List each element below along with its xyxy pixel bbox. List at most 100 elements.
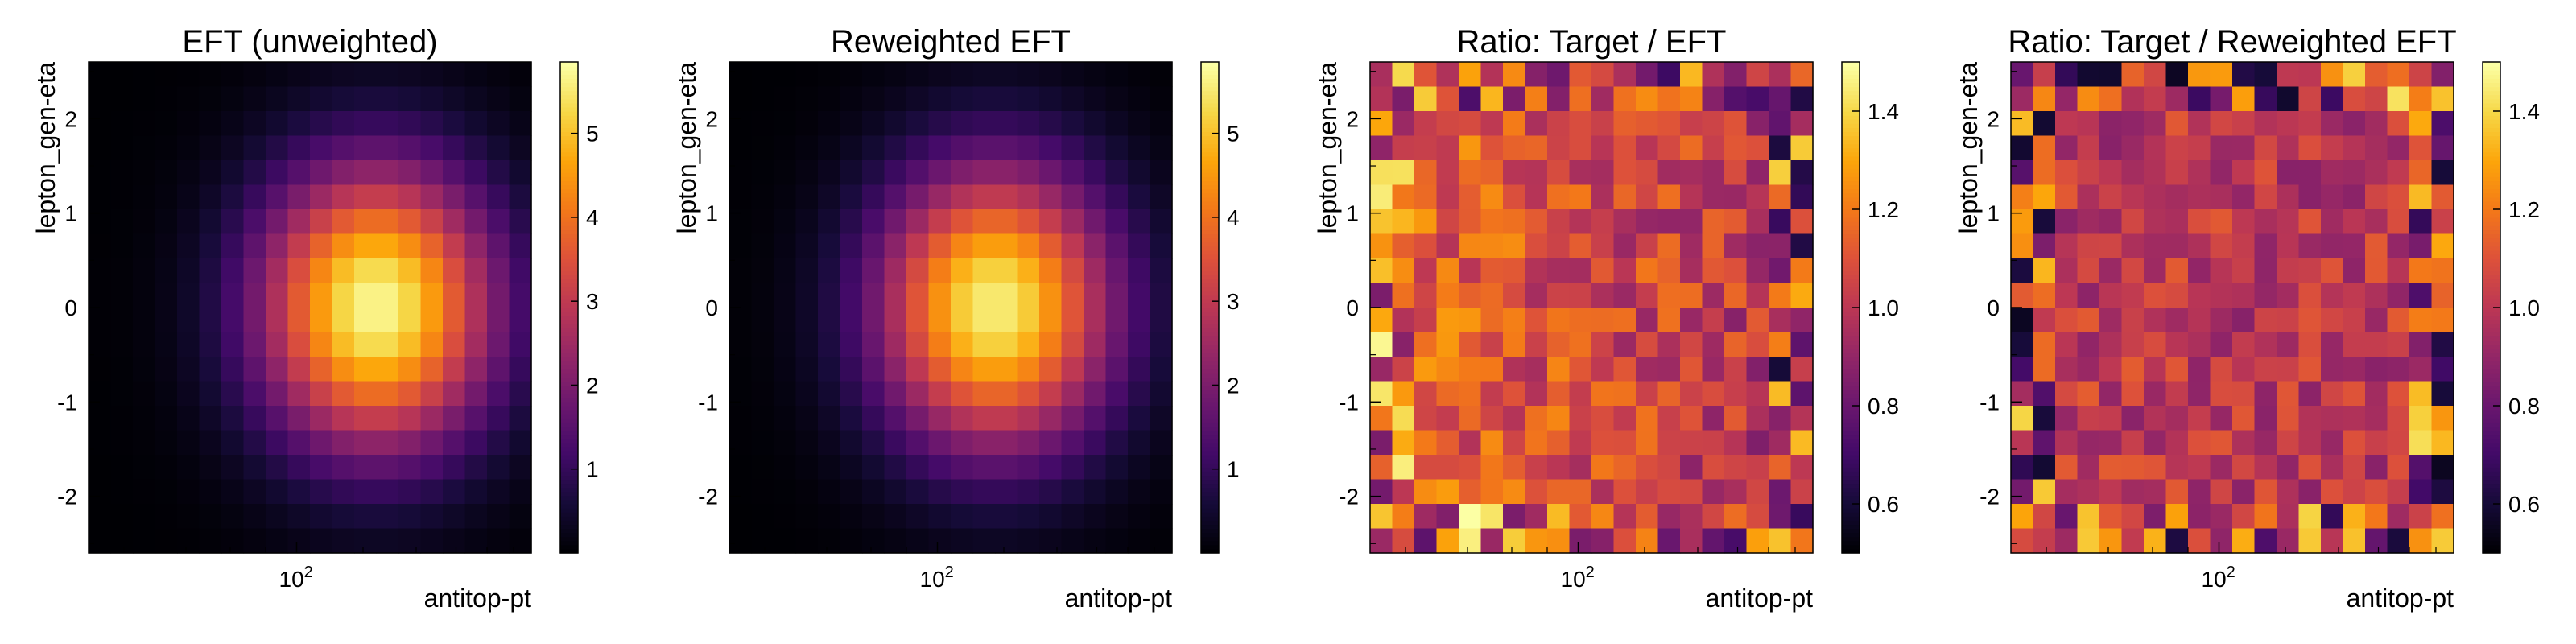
heatmap-cell — [2254, 283, 2277, 308]
heatmap-cell — [243, 62, 266, 88]
heatmap-cell — [1591, 528, 1615, 554]
heatmap-cell — [1657, 86, 1681, 112]
x-axis-label: antitop-pt — [1706, 584, 1814, 613]
colorbar-segment — [2483, 385, 2500, 390]
heatmap-cell — [133, 209, 156, 235]
heatmap-cell — [1569, 135, 1592, 161]
heatmap-cell — [443, 135, 466, 161]
colorbar-segment — [2483, 332, 2500, 337]
colorbar-segment — [560, 406, 578, 411]
colorbar-tick-label: 1.4 — [2508, 99, 2540, 124]
heatmap-cell — [2387, 479, 2410, 505]
heatmap-cell — [199, 406, 222, 431]
heatmap-cell — [310, 135, 333, 161]
heatmap-cell — [1702, 86, 1725, 112]
colorbar-segment — [1842, 180, 1860, 186]
heatmap-cell — [133, 528, 156, 554]
heatmap-cell — [332, 504, 355, 530]
heatmap-cell — [1702, 135, 1725, 161]
colorbar-segment — [1201, 172, 1219, 177]
heatmap-cell — [818, 233, 841, 259]
colorbar-segment — [560, 172, 578, 177]
colorbar-segment — [1842, 200, 1860, 206]
colorbar-segment — [1201, 520, 1219, 526]
heatmap-cell — [177, 86, 200, 112]
heatmap-cell — [2121, 233, 2145, 259]
heatmap-cell — [2210, 86, 2233, 112]
heatmap-cell — [509, 111, 532, 137]
heatmap-cell — [1459, 209, 1482, 235]
heatmap-cell — [818, 479, 841, 505]
heatmap-cell — [1525, 479, 1548, 505]
heatmap-cell — [1525, 258, 1548, 284]
heatmap-cell — [1039, 258, 1063, 284]
colorbar-segment — [1842, 377, 1860, 382]
heatmap-cell — [1084, 86, 1107, 112]
colorbar-segment — [2483, 106, 2500, 112]
heatmap-cell — [1769, 258, 1792, 284]
heatmap-cell — [110, 455, 134, 481]
heatmap-cell — [2099, 479, 2123, 505]
heatmap-cell — [1459, 135, 1482, 161]
heatmap-cell — [906, 528, 930, 554]
heatmap-cell — [1680, 528, 1703, 554]
heatmap-cell — [133, 504, 156, 530]
colorbar-segment — [560, 426, 578, 431]
colorbar-segment — [2483, 160, 2500, 165]
heatmap-cell — [376, 86, 399, 112]
heatmap-cell — [487, 504, 510, 530]
colorbar-segment — [1842, 512, 1860, 517]
heatmap-cell — [1039, 233, 1063, 259]
heatmap-cell — [2298, 160, 2322, 186]
heatmap-cell — [1039, 332, 1063, 357]
heatmap-cell — [1503, 62, 1526, 88]
y-tick-label: 0 — [1346, 295, 1359, 320]
colorbar-segment — [1842, 381, 1860, 386]
x-tick-label: 102 — [920, 564, 954, 592]
colorbar-segment — [1201, 135, 1219, 141]
heatmap-cell — [310, 479, 333, 505]
heatmap-cell — [376, 357, 399, 382]
heatmap-cell — [972, 357, 996, 382]
colorbar-segment — [1842, 299, 1860, 304]
colorbar-segment — [1201, 188, 1219, 194]
colorbar-segment — [1201, 455, 1219, 460]
heatmap-cell — [1591, 283, 1615, 308]
heatmap-cell — [795, 160, 819, 186]
colorbar-segment — [2483, 467, 2500, 472]
heatmap-cell — [928, 381, 952, 407]
heatmap-cell — [354, 135, 378, 161]
heatmap-cell — [1061, 406, 1084, 431]
colorbar-segment — [1201, 266, 1219, 271]
heatmap-cell — [2099, 357, 2123, 382]
heatmap-cell — [1591, 62, 1615, 88]
heatmap-cell — [2077, 504, 2100, 530]
heatmap-cell — [2121, 406, 2145, 431]
heatmap-cell — [1769, 406, 1792, 431]
heatmap-cell — [1436, 504, 1459, 530]
heatmap-cell — [2033, 357, 2056, 382]
colorbar-segment — [2483, 426, 2500, 431]
heatmap-cell — [1702, 479, 1725, 505]
heatmap-cell — [464, 233, 488, 259]
heatmap-cell — [266, 283, 289, 308]
colorbar-segment — [2483, 508, 2500, 513]
heatmap-cell — [2431, 258, 2454, 284]
heatmap-cell — [1569, 528, 1592, 554]
heatmap-cell — [1547, 86, 1571, 112]
colorbar-segment — [1842, 357, 1860, 361]
heatmap-cell — [2077, 455, 2100, 481]
heatmap-cell — [110, 430, 134, 456]
heatmap-cell — [1525, 430, 1548, 456]
heatmap-cell — [1569, 479, 1592, 505]
heatmap-cell — [464, 528, 488, 554]
heatmap-cell — [398, 283, 422, 308]
heatmap-cell — [443, 308, 466, 333]
heatmap-cell — [310, 528, 333, 554]
heatmap-cell — [972, 258, 996, 284]
colorbar-segment — [560, 151, 578, 157]
heatmap-cell — [1105, 308, 1129, 333]
chart-panel-4: Ratio: Target / Reweighted EFT210-1-2102… — [1954, 24, 2540, 613]
heatmap-cell — [2099, 111, 2123, 137]
heatmap-cell — [1370, 455, 1393, 481]
